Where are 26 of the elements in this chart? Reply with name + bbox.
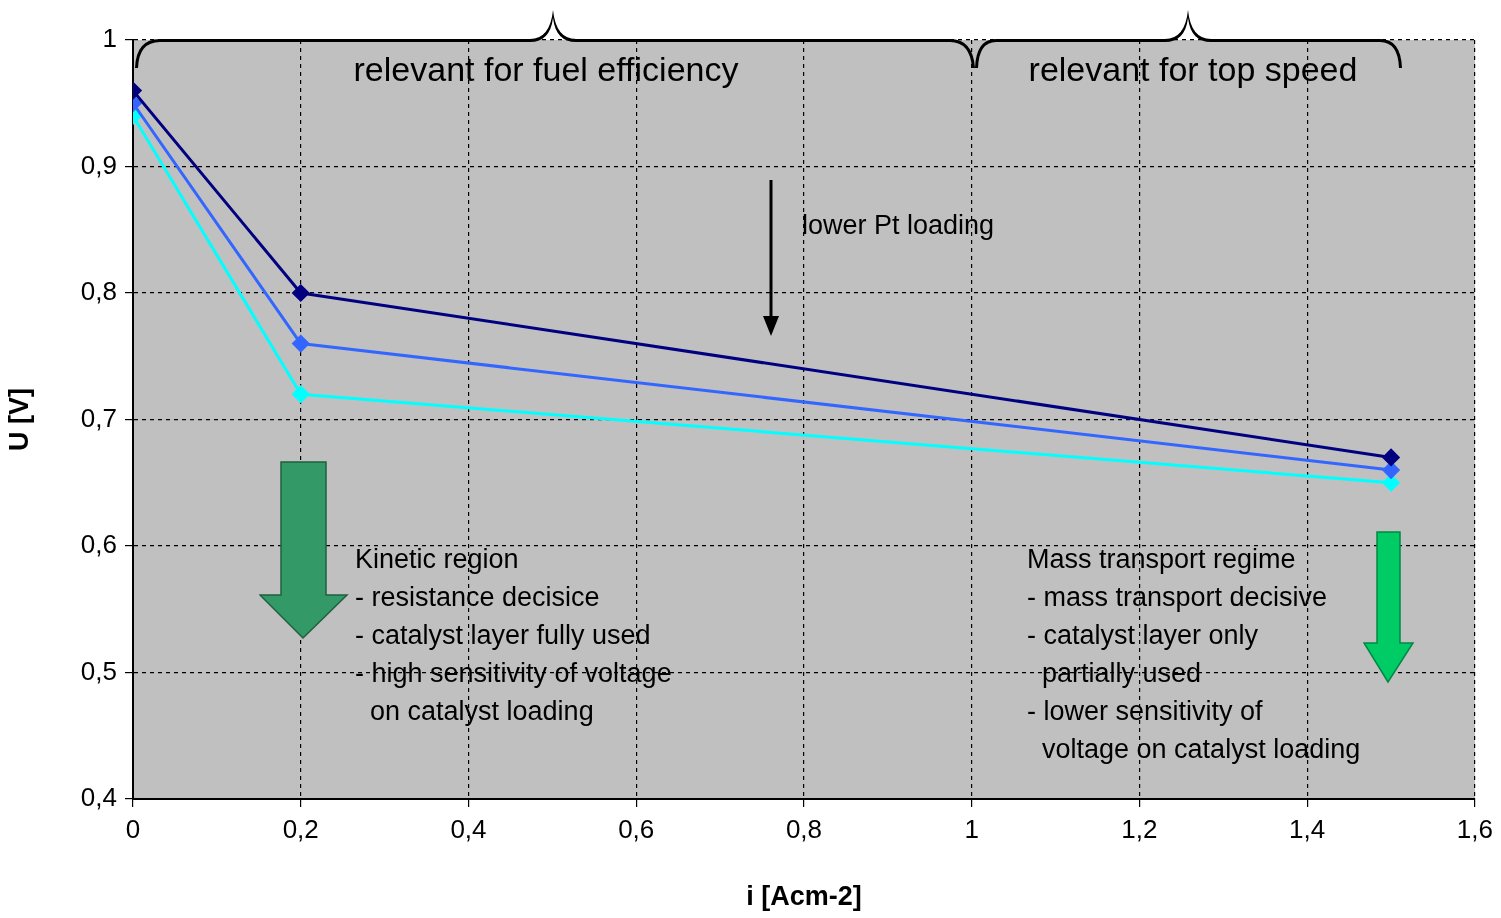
point xyxy=(1382,474,1400,492)
x-tick-label: 0,8 xyxy=(785,813,823,844)
point xyxy=(1382,448,1400,466)
annotation: Mass transport regime - mass transport decisive - catalyst layer only partially used - lower sensitivity of voltage on catalyst loading xyxy=(1027,544,1361,765)
y-tick-label: 0,9 xyxy=(80,149,117,180)
x-tick-label: 1 xyxy=(964,813,979,844)
y-tick-label: 0,4 xyxy=(80,782,117,813)
x-tick-label: 0,6 xyxy=(618,813,655,844)
y-tick-label: 0,6 xyxy=(80,529,117,560)
annotation: lower Pt loading xyxy=(802,210,995,241)
x-axis-title: i [Acm-2] xyxy=(746,881,862,912)
y-axis-title: U [V] xyxy=(3,388,34,451)
x-tick-label: 0,4 xyxy=(450,813,487,844)
x-tick-label: 0 xyxy=(125,813,141,844)
y-tick-label: 1 xyxy=(102,23,117,54)
x-tick-label: 1,6 xyxy=(1456,813,1494,844)
annotation: relevant for fuel efficiency xyxy=(353,50,739,89)
annotation: Kinetic region - resistance decisice - catalyst layer fully used - high sensitivity of voltage on catalyst loading xyxy=(355,544,672,727)
annotation: relevant for top speed xyxy=(1028,50,1358,89)
y-tick-label: 0,5 xyxy=(80,655,117,686)
x-tick-label: 1,4 xyxy=(1289,813,1326,844)
point xyxy=(1382,461,1400,479)
y-tick-label: 0,7 xyxy=(80,402,117,433)
y-tick-label: 0,8 xyxy=(80,276,117,307)
x-tick-label: 0,2 xyxy=(282,813,319,844)
x-tick-label: 1,2 xyxy=(1121,813,1158,844)
